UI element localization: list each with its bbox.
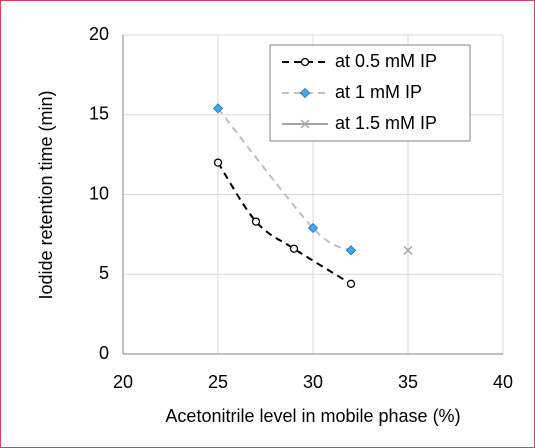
series-line xyxy=(217,107,352,252)
y-tick-label: 15 xyxy=(89,104,109,124)
series-line xyxy=(217,162,352,285)
legend-label: at 1 mM IP xyxy=(335,82,422,102)
marker xyxy=(251,217,261,226)
x-axis-title: Acetonitrile level in mobile phase (%) xyxy=(165,406,460,426)
marker xyxy=(403,245,413,255)
legend-marker xyxy=(300,57,310,67)
legend-label: at 1.5 mM IP xyxy=(335,113,437,133)
y-tick-label: 10 xyxy=(89,183,109,203)
y-tick-label: 0 xyxy=(99,343,109,363)
marker xyxy=(212,103,224,114)
marker xyxy=(345,245,357,256)
marker xyxy=(213,158,223,167)
legend-label: at 0.5 mM IP xyxy=(335,51,437,71)
x-tick-label: 40 xyxy=(493,372,513,392)
x-tick-label: 30 xyxy=(303,372,323,392)
y-tick-label: 5 xyxy=(99,263,109,283)
marker xyxy=(289,244,299,253)
marker xyxy=(346,279,356,288)
y-axis-title: Iodide retention time (min) xyxy=(36,90,56,299)
x-tick-label: 25 xyxy=(208,372,228,392)
y-tick-label: 20 xyxy=(89,24,109,44)
legend-marker xyxy=(299,87,311,99)
x-tick-label: 35 xyxy=(398,372,418,392)
marker xyxy=(307,222,319,234)
legend-marker xyxy=(300,119,310,129)
x-tick-label: 20 xyxy=(113,372,133,392)
